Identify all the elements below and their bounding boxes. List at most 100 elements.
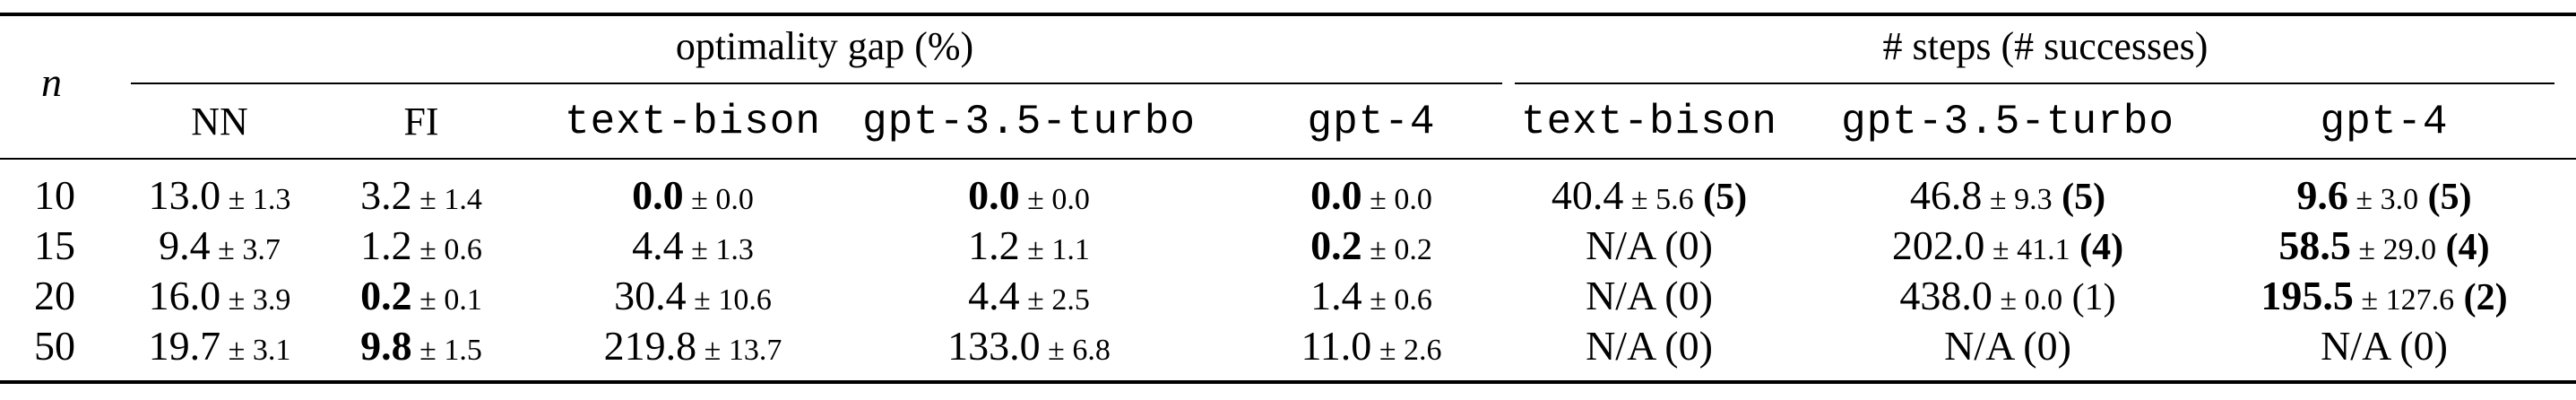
group-header-steps: # steps (# successes) <box>1882 24 2209 68</box>
cell-value: 195.5 <box>2260 273 2354 318</box>
cell-std: ± 5.6 <box>1623 183 1694 216</box>
steps-cell-gpt-4: N/A (0) <box>2187 323 2576 370</box>
gap-cell-fi: 1.2 ± 0.6 <box>323 222 520 274</box>
cell-value: N/A (0) <box>1586 222 1713 268</box>
gap-cell-gpt-4: 1.4 ± 0.6 <box>1228 273 1515 324</box>
cell-value: 9.6 <box>2296 172 2348 218</box>
header-rule <box>0 158 2576 160</box>
cell-value: 46.8 <box>1909 172 1983 218</box>
steps-cell-text-bison: N/A (0) <box>1479 273 1820 319</box>
cell-value: 133.0 <box>947 323 1041 369</box>
gap-cell-fi: 9.8 ± 1.5 <box>323 323 520 374</box>
col-header-steps-gpt-4: gpt-4 <box>2320 99 2449 145</box>
cell-std: ± 6.8 <box>1040 334 1111 367</box>
cell-std: ± 29.0 <box>2350 233 2437 266</box>
cell-std: ± 0.0 <box>1361 183 1432 216</box>
cell-value: 1.4 <box>1310 273 1362 318</box>
cell-std: ± 10.6 <box>686 283 772 317</box>
steps-cell-gpt-4: 9.6 ± 3.0 (5) <box>2187 172 2576 223</box>
cell-std: ± 3.9 <box>220 283 291 317</box>
cell-std: ± 1.5 <box>411 334 482 367</box>
cell-value: 9.4 <box>159 222 211 268</box>
steps-cell-text-bison: N/A (0) <box>1479 222 1820 269</box>
gap-cell-gpt-3-5-turbo: 4.4 ± 2.5 <box>823 273 1235 324</box>
gap-cell-text-bison: 30.4 ± 10.6 <box>496 273 890 324</box>
cell-value: N/A (0) <box>1586 323 1713 369</box>
cell-std: ± 0.1 <box>411 283 482 317</box>
col-header-gap-gpt-4: gpt-4 <box>1307 99 1436 145</box>
cell-value: N/A (0) <box>1944 323 2071 369</box>
gap-cell-gpt-3-5-turbo: 133.0 ± 6.8 <box>823 323 1235 374</box>
steps-cell-gpt-3-5-turbo: 202.0 ± 41.1 (4) <box>1811 222 2205 274</box>
cell-value: 1.2 <box>360 222 412 268</box>
gap-cell-gpt-3-5-turbo: 0.0 ± 0.0 <box>823 172 1235 223</box>
cell-std: ± 9.3 <box>1982 183 2053 216</box>
cell-std: ± 0.2 <box>1361 233 1432 266</box>
gap-cell-nn: 13.0 ± 1.3 <box>85 172 354 223</box>
gap-cell-gpt-4: 0.0 ± 0.0 <box>1228 172 1515 223</box>
cell-value: 202.0 <box>1891 222 1985 268</box>
cell-value: 58.5 <box>2278 222 2351 268</box>
group-rule-steps <box>1515 83 2554 84</box>
row-n-label: 15 <box>34 222 75 268</box>
gap-cell-gpt-4: 11.0 ± 2.6 <box>1228 323 1515 374</box>
cell-value: 1.2 <box>968 222 1020 268</box>
cell-value: 11.0 <box>1301 323 1372 369</box>
cell-success-count: (4) <box>2436 227 2490 268</box>
gap-cell-gpt-4: 0.2 ± 0.2 <box>1228 222 1515 274</box>
group-header-optimality-gap: optimality gap (%) <box>675 24 974 68</box>
gap-cell-text-bison: 219.8 ± 13.7 <box>496 323 890 374</box>
cell-value: 0.2 <box>360 273 412 318</box>
cell-success-count: (5) <box>2418 177 2472 218</box>
cell-std: ± 0.6 <box>411 233 482 266</box>
cell-success-count: (1) <box>2062 277 2116 318</box>
gap-cell-nn: 19.7 ± 3.1 <box>85 323 354 374</box>
cell-value: 0.0 <box>968 172 1020 218</box>
gap-cell-fi: 3.2 ± 1.4 <box>323 172 520 223</box>
steps-cell-gpt-3-5-turbo: N/A (0) <box>1811 323 2205 370</box>
cell-success-count: (4) <box>2070 227 2124 268</box>
cell-std: ± 1.3 <box>220 183 291 216</box>
row-n-label: 20 <box>34 273 75 318</box>
cell-std: ± 1.3 <box>683 233 754 266</box>
cell-value: 19.7 <box>148 323 221 369</box>
cell-std: ± 2.5 <box>1019 283 1090 317</box>
cell-value: 16.0 <box>148 273 221 318</box>
cell-std: ± 127.6 <box>2353 283 2455 317</box>
gap-cell-nn: 9.4 ± 3.7 <box>85 222 354 274</box>
table-top-rule <box>0 13 2576 16</box>
cell-value: N/A (0) <box>1586 273 1713 318</box>
steps-cell-gpt-3-5-turbo: 46.8 ± 9.3 (5) <box>1811 172 2205 223</box>
cell-std: ± 0.0 <box>1992 283 2063 317</box>
cell-success-count: (2) <box>2454 277 2508 318</box>
cell-value: 30.4 <box>614 273 687 318</box>
cell-value: 0.0 <box>1310 172 1362 218</box>
gap-cell-fi: 0.2 ± 0.1 <box>323 273 520 324</box>
cell-value: 40.4 <box>1551 172 1624 218</box>
steps-cell-text-bison: N/A (0) <box>1479 323 1820 370</box>
cell-std: ± 1.1 <box>1019 233 1090 266</box>
n-header: n <box>41 59 62 105</box>
cell-value: 13.0 <box>148 172 221 218</box>
cell-std: ± 0.6 <box>1361 283 1432 317</box>
gap-cell-nn: 16.0 ± 3.9 <box>85 273 354 324</box>
col-header-steps-text-bison: text-bison <box>1520 99 1778 145</box>
cell-std: ± 1.4 <box>411 183 482 216</box>
cell-std: ± 2.6 <box>1371 334 1442 367</box>
cell-std: ± 13.7 <box>696 334 782 367</box>
cell-success-count: (5) <box>2052 177 2106 218</box>
gap-cell-text-bison: 4.4 ± 1.3 <box>496 222 890 274</box>
row-n-label: 10 <box>34 172 75 218</box>
cell-value: 438.0 <box>1899 273 1993 318</box>
steps-cell-gpt-3-5-turbo: 438.0 ± 0.0 (1) <box>1811 273 2205 324</box>
cell-value: 0.2 <box>1310 222 1362 268</box>
cell-value: 4.4 <box>632 222 684 268</box>
cell-std: ± 3.0 <box>2347 183 2419 216</box>
gap-cell-gpt-3-5-turbo: 1.2 ± 1.1 <box>823 222 1235 274</box>
cell-std: ± 0.0 <box>683 183 754 216</box>
steps-cell-text-bison: 40.4 ± 5.6 (5) <box>1479 172 1820 223</box>
col-header-gap-nn: NN <box>191 100 248 143</box>
col-header-gap-text-bison: text-bison <box>564 99 822 145</box>
cell-std: ± 3.1 <box>220 334 291 367</box>
col-header-gap-gpt-3-5-turbo: gpt-3.5-turbo <box>862 99 1196 145</box>
